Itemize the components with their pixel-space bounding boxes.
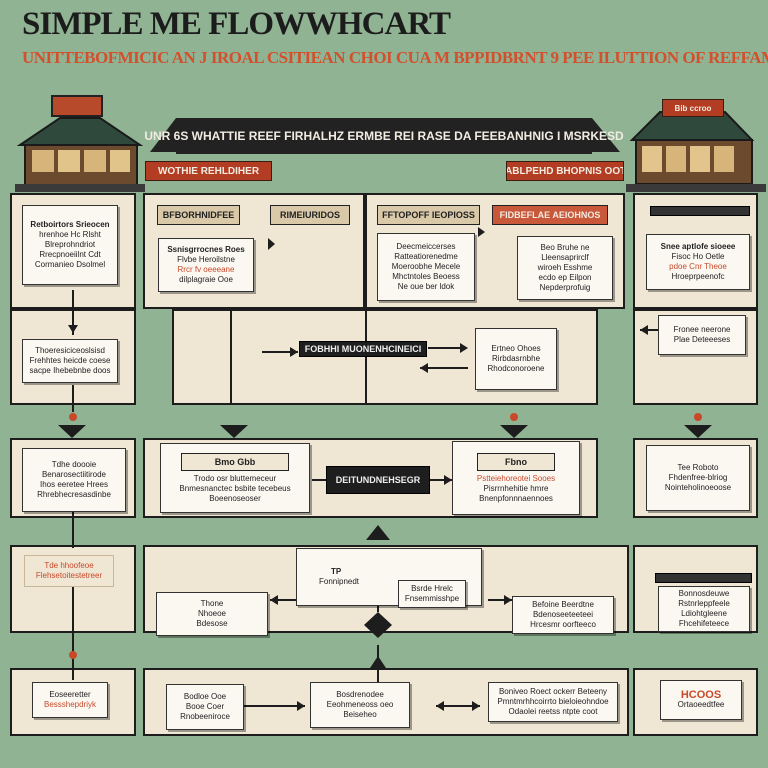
process-card: Thone Nhoeoe Bdesose [156,592,268,636]
process-card: Ssnisgrrocnes Roes Flvbe Heroilstne Rrcr f… [158,238,254,292]
right-store-sign: Bib ccroo [662,99,724,117]
process-card: Tde hhoofeoe Flehsetoitestetreer [24,555,114,587]
tag-label: BFBORHNIDFEE [157,205,240,225]
left-store-icon [15,95,145,192]
process-card: Deecmeiccerses Ratteatiorenedme Moeroobhe … [377,233,475,301]
tag-label: FIDBEFLAE AEIOHNOS [492,205,608,225]
bar-divider [650,206,750,216]
process-card: Ertneo Ohoes Rirbdasrnbhe Rhodconoroene [475,328,557,390]
chart-title: SIMPLE ME FLOWWHCART [22,6,451,42]
process-card: Bonnosdeuwe Rstnrleppfeele Ldiohtgleene Fhc… [658,586,750,632]
right-store-icon [626,111,766,192]
process-card: HCOOS Ortaoeedtfee [660,680,742,720]
decision-label: DEITUNDNEHSEGR [326,466,430,494]
bar-divider [655,573,752,583]
process-card: Boniveo Roect ockerr Beteeny Pmntmrhhcoir… [488,682,618,722]
process-card: Tee Roboto Fhdenfree-blriog Nointeholinoeo… [646,445,750,511]
header-banner: UNR 6S WHATTIE REEF FIRHALHZ ERMBE REI R… [144,118,624,154]
process-card: Bmo Gbb Trodo osr bluttemeceur Bnmesnanct… [160,443,310,513]
process-card: Bodloe Ooe Booe Coer Rnobeeniroce [166,684,244,730]
left-ribbon: WOTHIE REHLDIHER [145,161,272,181]
process-label: FOBHHI MUONENHCINEICI [299,341,427,357]
process-card: Beo Bruhe ne Lleensaprirclf wiroeh Esshme e… [517,236,613,300]
process-card: Bosdrenodee Eeohmeneoss oeo Beiseheo [310,682,410,728]
divider [365,309,367,405]
right-ribbon: WABLPEHD BHOPNIS OOTO [506,161,624,181]
process-card: Tdhe doooie Benarosectiitirode Ihos eerete… [22,448,126,512]
process-card: Fronee neerone Plae Deteeeses [658,315,746,355]
tag-label: RIMEIURIDOS [270,205,350,225]
process-card: Bsrde Hrelc Fnsemmisshpe [398,580,466,608]
process-card: Fbno Pstteiehoreotei Sooes Pisrrnhehitie … [452,441,580,515]
tag-label: FFTOPOFF IEOPIOSS [377,205,480,225]
process-card: Retboirtors Srieocen hrenhoe Hc Rlsht Blre… [22,205,118,285]
chart-subtitle: UNITTEBOFMICIC AN J IROAL CSITIEAN CHOI … [22,48,768,67]
process-card: Befoine Beerdtne Bdenoseeteeteei Hrcesmr o… [512,596,614,634]
process-card: Snee aptlofe sioeee Fisoc Ho Oetle pdoe Cn… [646,234,750,290]
process-card: Thoeresiciceoslsisd Frehhtes heicde coese… [22,339,118,383]
divider [230,309,232,405]
process-card: Eoseeretter Bessshepdriyk [32,682,108,718]
